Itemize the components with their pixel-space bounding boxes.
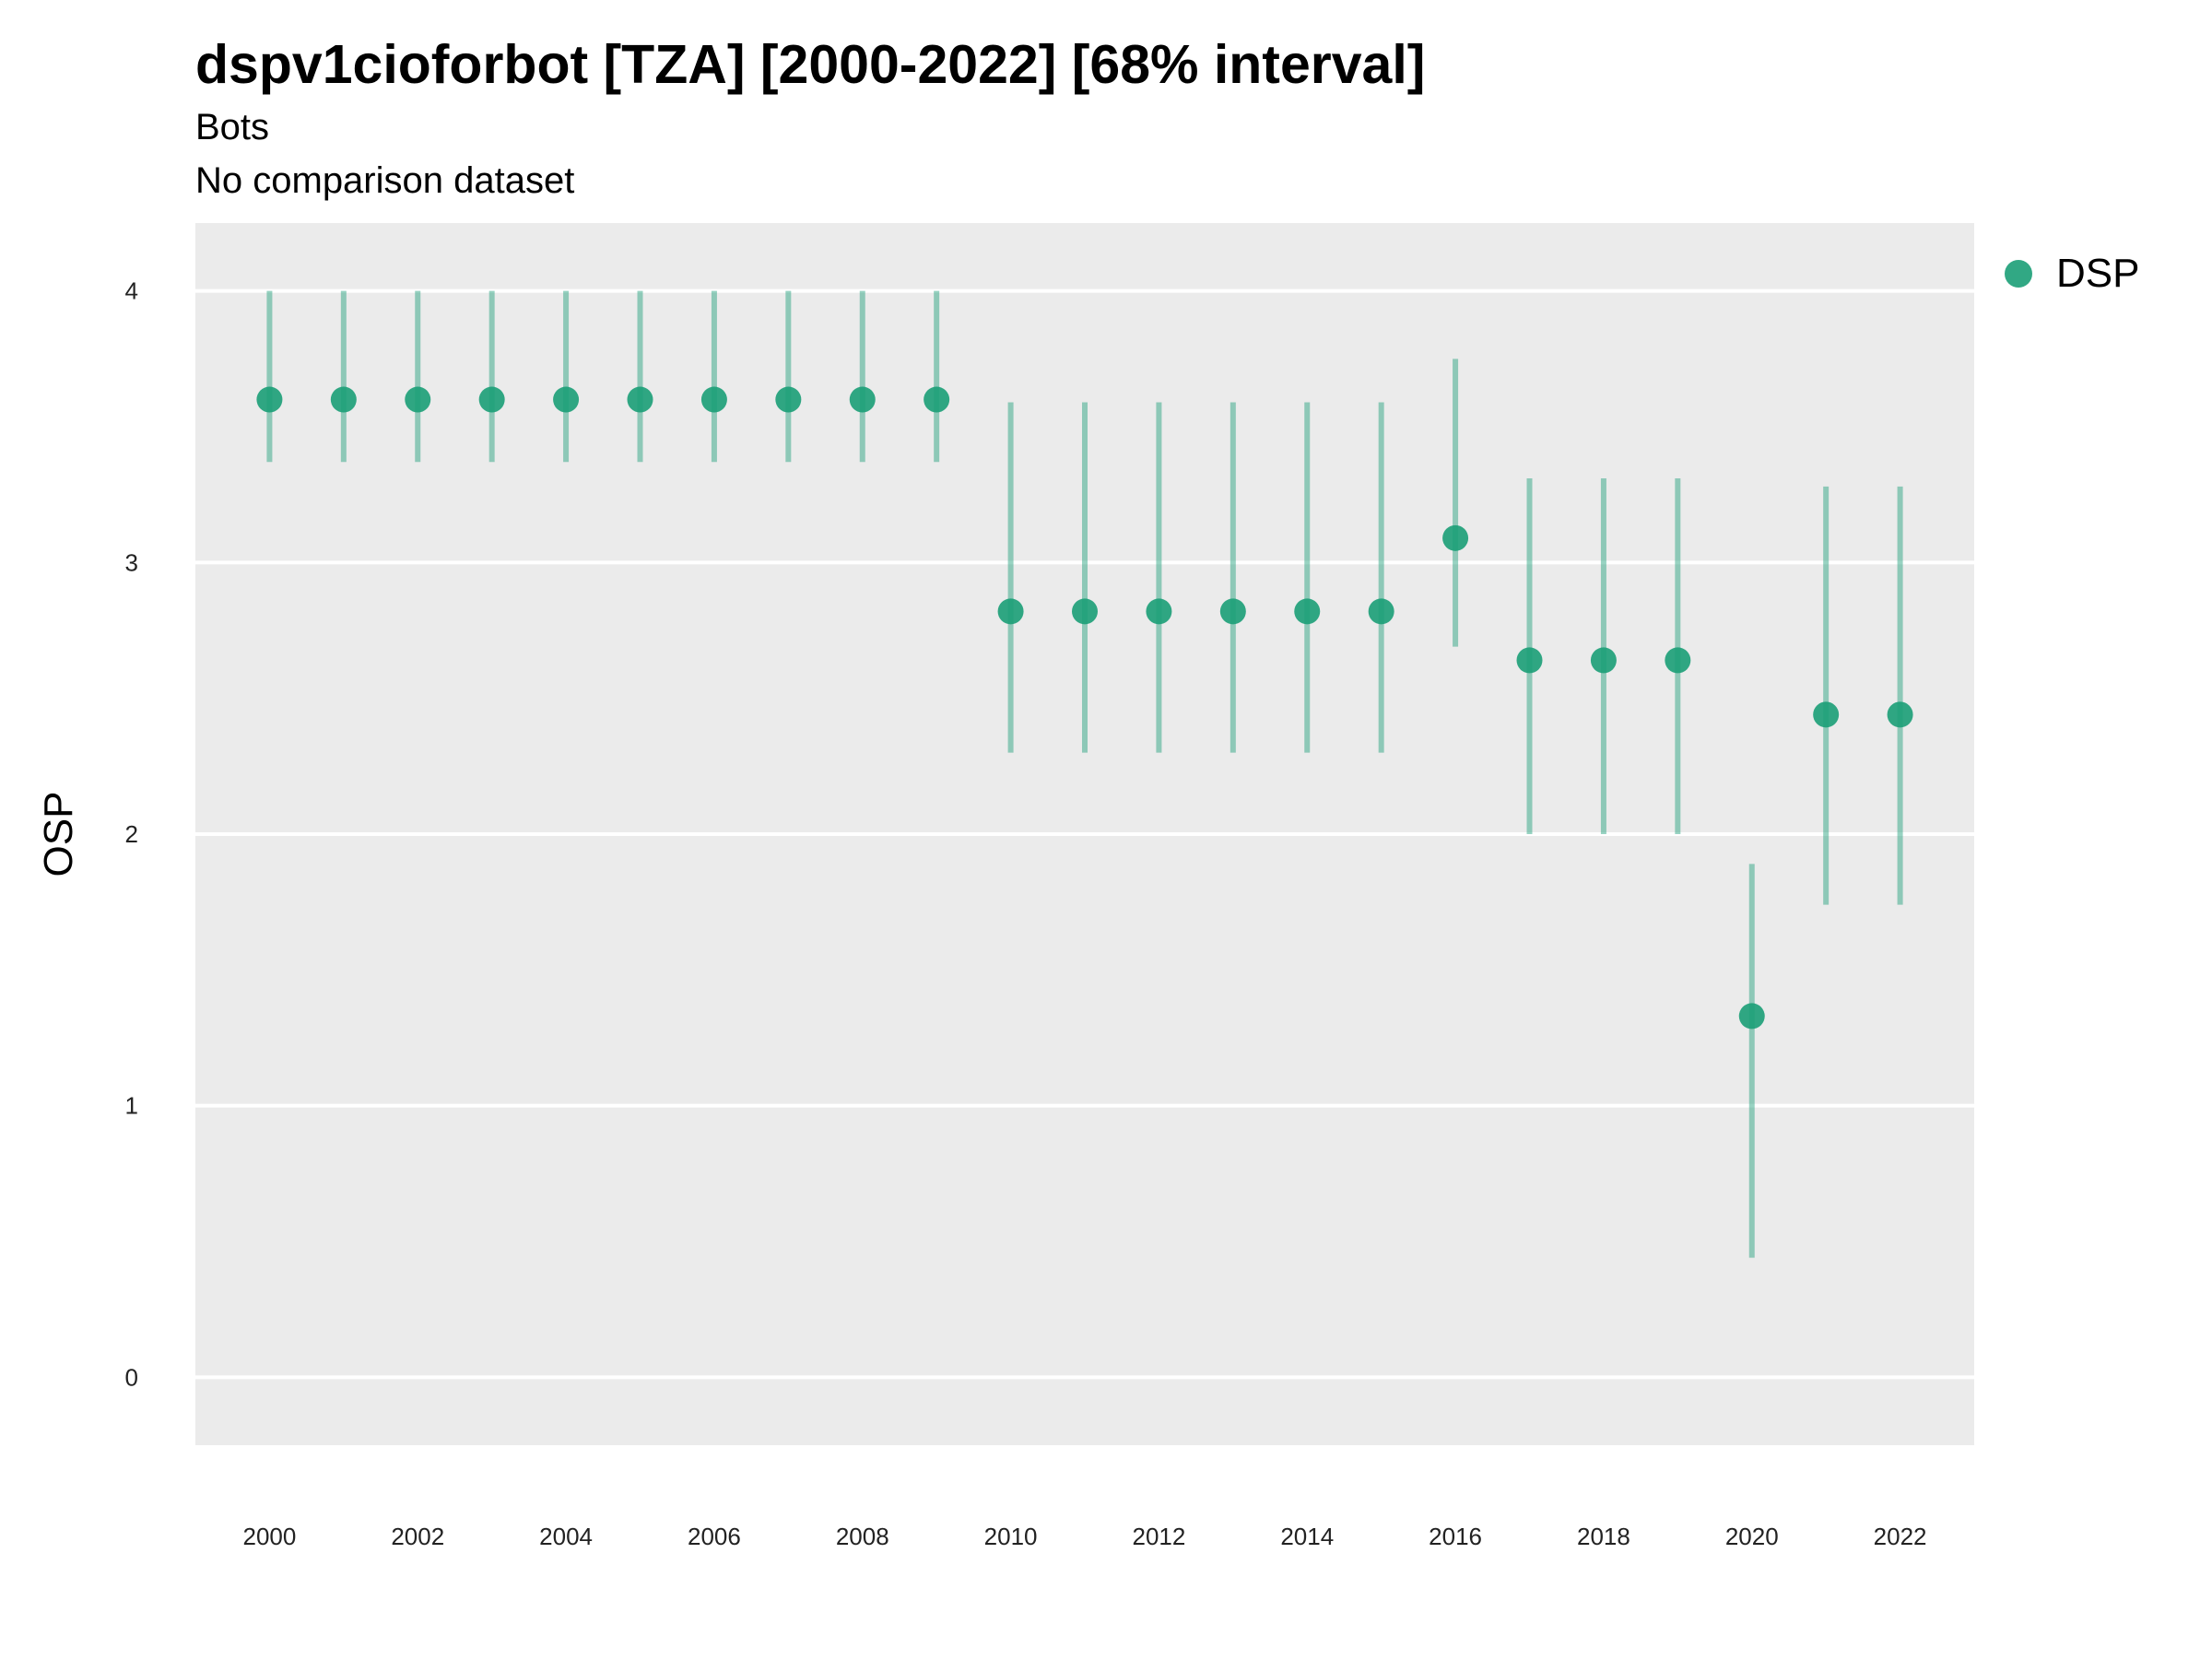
data-point-2015 [1368,598,1394,625]
y-tick-label-4: 4 [125,277,138,305]
legend: DSP [2005,251,2139,297]
x-tick-label-2012: 2012 [1132,1523,1185,1550]
data-point-2009 [924,386,950,413]
x-tick-label-2002: 2002 [391,1523,444,1550]
y-tick-label-2: 2 [125,820,138,848]
data-point-2003 [478,386,505,413]
data-point-2012 [1146,598,1172,625]
x-tick-label-2010: 2010 [984,1523,1038,1550]
chart-subtitle: Bots [195,107,270,147]
data-point-2001 [330,386,357,413]
data-point-2010 [997,598,1024,625]
data-point-2000 [256,386,283,413]
x-tick-label-2000: 2000 [242,1523,296,1550]
data-point-2013 [1219,598,1246,625]
x-tick-label-2022: 2022 [1874,1523,1927,1550]
data-point-2011 [1072,598,1098,625]
x-tick-label-2006: 2006 [688,1523,741,1550]
x-tick-label-2020: 2020 [1725,1523,1779,1550]
data-point-2019 [1665,647,1691,674]
data-point-2022 [1887,701,1913,728]
data-point-2004 [553,386,580,413]
data-point-2020 [1738,1003,1765,1030]
data-point-2007 [775,386,802,413]
x-tick-label-2018: 2018 [1577,1523,1630,1550]
legend-key-icon [2005,260,2032,288]
x-tick-label-2016: 2016 [1429,1523,1482,1550]
x-tick-label-2014: 2014 [1280,1523,1334,1550]
y-tick-label-3: 3 [125,548,138,576]
grid-lines [195,288,1974,1380]
data-point-2021 [1813,701,1840,728]
data-point-2006 [700,386,727,413]
x-tick-label-2004: 2004 [539,1523,593,1550]
data-point-2017 [1516,647,1543,674]
x-tick-label-2008: 2008 [836,1523,889,1550]
data-point-2002 [405,386,431,413]
y-tick-label-1: 1 [125,1092,138,1120]
data-point-2005 [627,386,653,413]
data-point-2016 [1442,524,1469,551]
x-axis-ticks: 2000 2002 2004 2006 2008 2010 2012 2014 2016 2018… [242,1523,1926,1550]
legend-label-dsp: DSP [2056,251,2140,296]
y-axis-ticks: 0 1 2 3 4 [125,277,138,1392]
data-point-2018 [1590,647,1617,674]
chart-title: dspv1cioforbot [TZA] [2000-2022] [68% in… [195,34,1426,95]
chart-caption: No comparison dataset [195,160,575,201]
data-point-2008 [849,386,876,413]
data-points [256,386,1913,1030]
error-bars [266,290,1903,1258]
data-point-2014 [1294,598,1321,625]
y-axis-label: OSP [36,792,81,877]
y-tick-label-0: 0 [125,1363,138,1391]
